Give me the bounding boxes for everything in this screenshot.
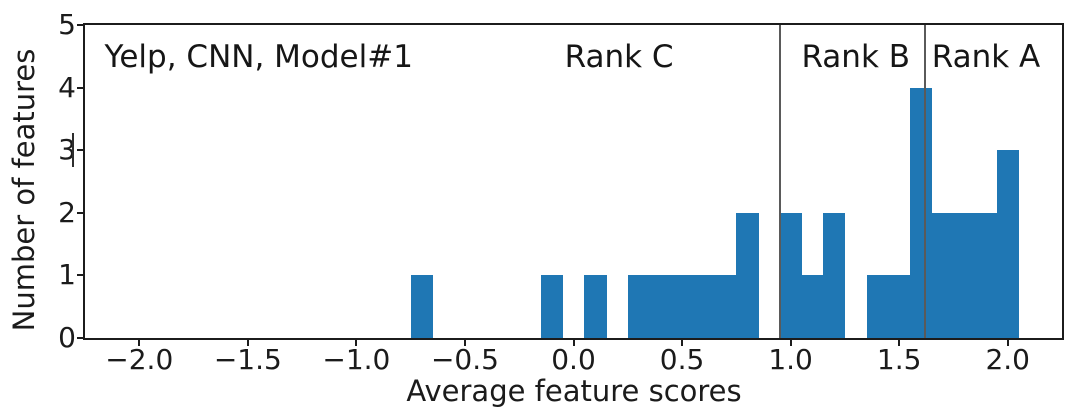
- y-tick-label: 2: [58, 195, 76, 229]
- x-tick-label: −1.0: [322, 343, 391, 376]
- x-tick-mark: [355, 340, 358, 346]
- x-tick-label: −1.5: [213, 343, 282, 376]
- y-tick-mark: [77, 337, 83, 339]
- x-tick-mark: [572, 340, 575, 346]
- histogram-bar: [779, 212, 802, 338]
- plot-frame: [83, 23, 1064, 340]
- histogram-bar: [540, 275, 564, 338]
- x-tick-label: 0.0: [551, 343, 596, 376]
- x-tick-label: −2.0: [105, 343, 174, 376]
- x-tick-label: 1.0: [768, 343, 813, 376]
- y-tick-mark: [77, 149, 83, 152]
- y-tick-label: 3: [58, 133, 76, 167]
- histogram-bar: [627, 275, 650, 338]
- x-tick-mark: [789, 340, 792, 346]
- x-tick-label: −0.5: [430, 343, 499, 376]
- histogram-bar: [671, 275, 694, 338]
- y-tick-label: 5: [58, 8, 76, 41]
- annotation-rank-a: Rank A: [931, 39, 1041, 75]
- plot-area: Yelp, CNN, Model#1 Rank C Rank B Rank A: [85, 25, 1062, 338]
- histogram-bar: [736, 212, 759, 338]
- histogram-bar: [996, 150, 1020, 338]
- annotation-model: Yelp, CNN, Model#1: [104, 39, 413, 75]
- x-tick-label: 0.5: [659, 343, 705, 376]
- y-tick-label: 4: [58, 70, 76, 104]
- annotation-rank-b: Rank B: [801, 39, 911, 75]
- annotation-rank-c: Rank C: [564, 39, 674, 75]
- y-tick-label: 1: [58, 258, 76, 292]
- x-tick-label: 2.0: [985, 343, 1030, 376]
- x-tick-mark: [138, 340, 141, 346]
- histogram-bar: [910, 87, 933, 338]
- y-tick-mark: [77, 211, 83, 214]
- x-tick-mark: [681, 340, 684, 346]
- y-tick-mark: [77, 24, 83, 26]
- x-axis-label: Average feature scores: [406, 374, 742, 408]
- threshold-line-rank-b-threshold: [778, 25, 781, 338]
- x-tick-mark: [463, 340, 466, 346]
- x-tick-mark: [898, 340, 901, 346]
- histogram-bar: [931, 212, 954, 338]
- histogram-bar: [953, 212, 976, 338]
- x-tick-mark: [246, 340, 249, 346]
- x-tick-mark: [1006, 340, 1009, 346]
- histogram-bar: [584, 275, 607, 338]
- histogram-bar: [692, 275, 716, 338]
- histogram-bar: [823, 212, 846, 338]
- histogram-bar: [714, 275, 737, 338]
- threshold-line-rank-a-threshold: [924, 25, 927, 338]
- histogram-bar: [649, 275, 672, 338]
- y-tick-mark: [77, 86, 83, 89]
- y-tick-mark: [77, 274, 83, 277]
- histogram-bar: [801, 275, 824, 338]
- x-tick-label: 1.5: [876, 343, 922, 376]
- histogram-bar: [410, 275, 433, 338]
- stray-cursor-mark: [72, 133, 74, 167]
- histogram-bar: [975, 212, 998, 338]
- y-tick-label: 0: [58, 321, 76, 354]
- histogram-bar: [888, 275, 911, 338]
- histogram-bar: [866, 275, 889, 338]
